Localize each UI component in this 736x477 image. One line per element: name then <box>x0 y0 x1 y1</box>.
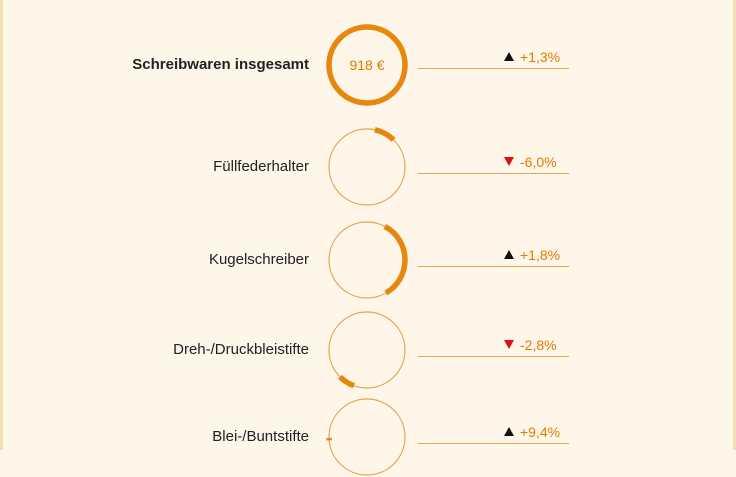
change-indicator: -6,0% <box>504 153 557 171</box>
triangle-down-icon <box>504 340 514 349</box>
item-ring-1 <box>327 220 407 300</box>
triangle-up-icon <box>504 52 514 61</box>
triangle-up-icon <box>504 250 514 259</box>
ring-track <box>329 399 405 475</box>
frame-left <box>0 0 3 450</box>
category-label: Blei-/Buntstifte <box>9 428 309 446</box>
category-label: Füllfederhalter <box>9 158 309 176</box>
change-value: +1,8% <box>520 247 560 263</box>
divider-rule <box>418 356 569 357</box>
change-indicator: +9,4% <box>504 423 560 441</box>
change-indicator: +1,8% <box>504 246 560 264</box>
item-ring-3 <box>327 397 407 477</box>
divider-rule <box>418 443 569 444</box>
category-label: Schreibwaren insgesamt <box>9 56 309 74</box>
item-ring-2 <box>327 310 407 390</box>
share-arc <box>385 226 405 293</box>
share-arc <box>375 130 394 140</box>
change-indicator: +1,3% <box>504 48 560 66</box>
ring-track <box>329 129 405 205</box>
divider-rule <box>418 173 569 174</box>
category-label: Kugelschreiber <box>9 251 309 269</box>
share-arc <box>340 377 354 386</box>
change-value: +1,3% <box>520 49 560 65</box>
divider-rule <box>418 266 569 267</box>
category-label: Dreh-/Druckbleistifte <box>9 341 309 359</box>
change-value: -6,0% <box>520 154 557 170</box>
triangle-down-icon <box>504 157 514 166</box>
change-value: +9,4% <box>520 424 560 440</box>
total-value: 918 € <box>327 56 407 74</box>
item-ring-0 <box>327 127 407 207</box>
change-value: -2,8% <box>520 337 557 353</box>
change-indicator: -2,8% <box>504 336 557 354</box>
divider-rule <box>418 68 569 69</box>
triangle-up-icon <box>504 427 514 436</box>
